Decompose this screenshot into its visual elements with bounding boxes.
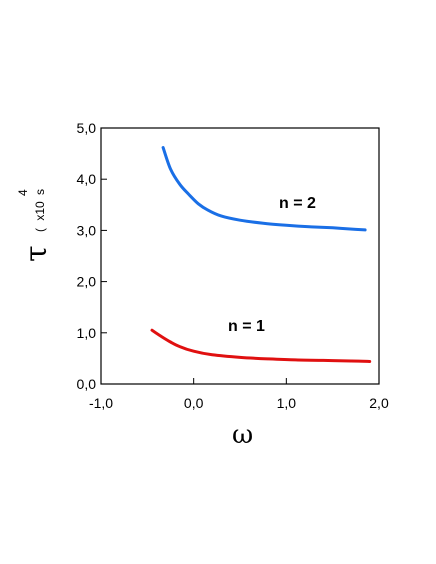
y-unit-open: ( [33,228,47,232]
y-unit-unit: s [33,189,47,195]
y-unit-exponent: 4 [16,189,30,196]
plot-frame [100,127,380,385]
series-line-n1 [150,328,372,363]
y-axis-unit: ( x10 s [33,189,47,232]
x-tick-label: 2,0 [369,395,389,411]
x-axis-title: ω [232,420,253,450]
series-label-n2: n = 2 [279,195,316,212]
y-unit-mult: x10 [33,201,47,221]
y-tick-label: 4,0 [77,171,97,187]
y-axis-symbol: τ [19,245,54,262]
y-axis-title: τ ( x10 s 4 [16,189,54,262]
y-tick-label: 0,0 [77,376,97,392]
x-axis: -1,0 0,0 1,0 2,0 [89,378,389,411]
y-axis: 0,0 1,0 2,0 3,0 4,0 5,0 [77,120,107,392]
y-tick-label: 2,0 [77,274,97,290]
series-label-n1: n = 1 [228,318,265,335]
x-tick-label: 0,0 [184,395,204,411]
y-tick-label: 1,0 [77,325,97,341]
series-lines [150,146,372,363]
series-line-n2 [161,146,367,232]
x-tick-label: 1,0 [277,395,297,411]
y-tick-label: 5,0 [77,120,97,136]
y-tick-label: 3,0 [77,222,97,238]
x-tick-label: -1,0 [89,395,113,411]
